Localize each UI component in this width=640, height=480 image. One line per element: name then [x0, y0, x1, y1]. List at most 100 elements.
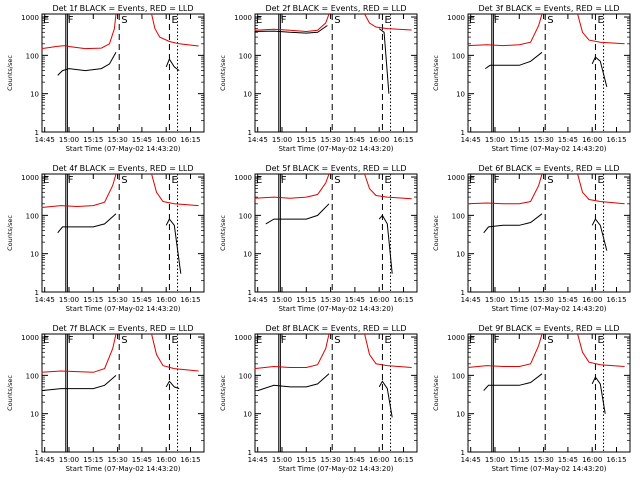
x-tick-label: 16:15: [606, 296, 626, 304]
y-axis-label: Counts/sec: [432, 215, 440, 251]
x-tick-label: 16:15: [393, 136, 413, 144]
series-lld-after: [577, 13, 625, 45]
x-tick-label: 15:15: [83, 136, 103, 144]
x-tick-label: 14:45: [461, 456, 481, 464]
x-tick-label: 15:00: [272, 456, 292, 464]
chart-title: Det 6f BLACK = Events, RED = LLD: [478, 164, 619, 173]
x-tick-label: 15:45: [558, 296, 578, 304]
chart-panel-1: Det 1f BLACK = Events, RED = LLD 1 10 100 10…: [6, 4, 205, 153]
series-lld-after: [577, 333, 625, 367]
y-tick-label: 100: [452, 212, 465, 220]
event-marker-S: S: [334, 15, 340, 26]
event-marker-F: F: [281, 175, 287, 186]
chart-panel-8: Det 8f BLACK = Events, RED = LLD 1 10 100 10…: [219, 324, 418, 473]
x-tick-label: 16:00: [156, 136, 176, 144]
y-tick-label: 10: [30, 251, 39, 259]
x-tick-label: 15:15: [509, 456, 529, 464]
series-events-after: [378, 380, 393, 418]
x-tick-label: 15:00: [485, 296, 505, 304]
x-tick-label: 15:30: [534, 296, 554, 304]
plot-frame: [41, 333, 205, 453]
x-tick-label: 16:15: [180, 296, 200, 304]
x-tick-label: 15:00: [59, 296, 79, 304]
event-marker-F: F: [68, 175, 74, 186]
event-marker-left: E: [469, 175, 475, 186]
x-tick-label: 15:30: [108, 136, 128, 144]
y-axis-label: Counts/sec: [432, 55, 440, 91]
plot-frame: [254, 333, 418, 453]
event-marker-left: E: [43, 15, 49, 26]
chart-panel-9: Det 9f BLACK = Events, RED = LLD 1 10 100 10…: [432, 324, 631, 473]
x-tick-label: 14:45: [35, 456, 55, 464]
x-axis-label: Start Time (07-May-02 14:43:20): [491, 305, 606, 313]
y-tick-label: 10: [456, 251, 465, 259]
x-tick-label: 16:15: [393, 456, 413, 464]
chart-title: Det 8f BLACK = Events, RED = LLD: [265, 324, 406, 333]
plot-frame: [467, 13, 631, 133]
x-tick-label: 16:00: [156, 296, 176, 304]
x-tick-label: 15:45: [558, 456, 578, 464]
series-lld-before: [41, 13, 117, 50]
series-events-after: [378, 28, 390, 94]
y-tick-label: 10: [30, 411, 39, 419]
x-tick-label: 15:00: [485, 456, 505, 464]
x-tick-label: 14:45: [461, 296, 481, 304]
plot-frame: [254, 13, 418, 133]
y-tick-label: 10: [456, 91, 465, 99]
y-tick-label: 1: [461, 129, 465, 137]
x-tick-label: 16:00: [369, 136, 389, 144]
x-axis-label: Start Time (07-May-02 14:43:20): [65, 465, 180, 473]
y-axis-label: Counts/sec: [6, 55, 14, 91]
event-marker-E: E: [384, 335, 390, 346]
x-tick-label: 15:45: [558, 136, 578, 144]
x-tick-label: 16:00: [582, 136, 602, 144]
series-events-after: [165, 380, 180, 390]
plot-frame: [467, 173, 631, 293]
event-marker-E: E: [171, 175, 177, 186]
y-axis-label: Counts/sec: [432, 375, 440, 411]
event-marker-left: E: [469, 335, 475, 346]
series-lld-before: [41, 333, 117, 373]
series-lld-after: [577, 173, 625, 205]
y-tick-label: 100: [452, 52, 465, 60]
y-tick-label: 1000: [447, 174, 465, 182]
y-tick-label: 1: [35, 449, 39, 457]
x-tick-label: 16:00: [156, 456, 176, 464]
chart-panel-6: Det 6f BLACK = Events, RED = LLD 1 10 100 10…: [432, 164, 631, 313]
x-tick-label: 16:15: [606, 456, 626, 464]
y-tick-label: 100: [239, 52, 252, 60]
chart-panel-2: Det 2f BLACK = Events, RED = LLD 1 10 100 10…: [219, 4, 418, 153]
chart-title: Det 5f BLACK = Events, RED = LLD: [265, 164, 406, 173]
x-tick-label: 15:15: [509, 136, 529, 144]
series-events-after: [165, 218, 182, 274]
x-tick-label: 15:45: [345, 456, 365, 464]
y-axis-label: Counts/sec: [219, 375, 227, 411]
y-tick-label: 100: [239, 212, 252, 220]
x-axis-label: Start Time (07-May-02 14:43:20): [65, 305, 180, 313]
x-tick-label: 16:00: [582, 296, 602, 304]
x-tick-label: 15:30: [321, 456, 341, 464]
x-tick-label: 15:45: [132, 136, 152, 144]
event-marker-left: E: [256, 15, 262, 26]
x-tick-label: 15:30: [321, 296, 341, 304]
series-lld-before: [254, 333, 330, 370]
x-axis-label: Start Time (07-May-02 14:43:20): [278, 305, 393, 313]
series-lld-before: [467, 173, 543, 205]
event-marker-F: F: [68, 335, 74, 346]
series-lld-after: [364, 13, 412, 31]
x-tick-label: 15:15: [296, 456, 316, 464]
x-axis-label: Start Time (07-May-02 14:43:20): [491, 465, 606, 473]
series-events-before: [483, 373, 543, 391]
chart-title: Det 7f BLACK = Events, RED = LLD: [52, 324, 193, 333]
chart-panel-4: Det 4f BLACK = Events, RED = LLD 1 10 100 10…: [6, 164, 205, 313]
x-tick-label: 15:30: [108, 296, 128, 304]
x-tick-label: 16:00: [582, 456, 602, 464]
y-tick-label: 100: [26, 372, 39, 380]
x-tick-label: 15:00: [59, 456, 79, 464]
series-events-after: [591, 56, 608, 88]
x-tick-label: 15:15: [83, 296, 103, 304]
event-marker-left: E: [256, 335, 262, 346]
event-marker-E: E: [597, 15, 603, 26]
x-tick-label: 15:45: [132, 296, 152, 304]
event-marker-left: E: [256, 175, 262, 186]
